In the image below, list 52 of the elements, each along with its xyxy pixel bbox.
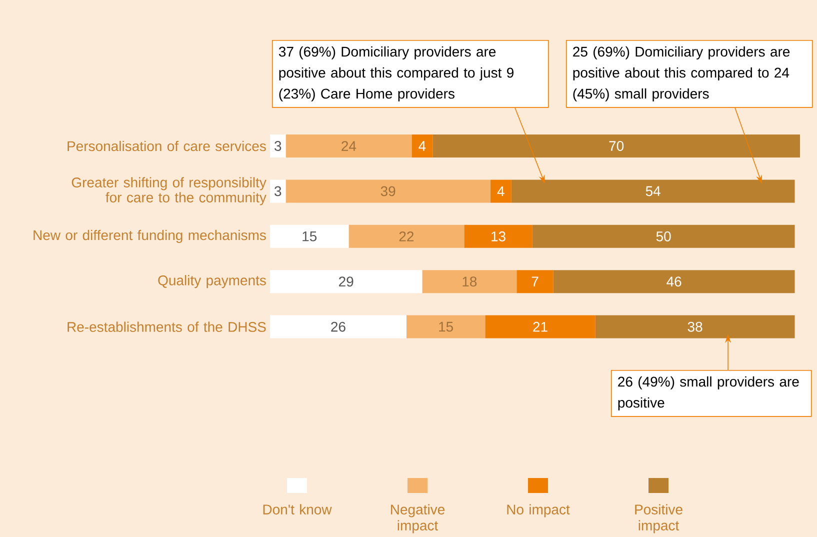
- data-label: 46: [666, 276, 682, 287]
- data-label: 26: [331, 322, 346, 332]
- data-label: 50: [656, 231, 671, 242]
- y-tick-label: Quality payments: [158, 275, 266, 288]
- bar: [406, 315, 486, 338]
- data-label: 29: [339, 276, 354, 287]
- data-label: 54: [646, 186, 660, 196]
- bar: [595, 315, 795, 338]
- legend-label: Negative impact: [391, 504, 445, 534]
- bar: [286, 134, 412, 158]
- data-label: 21: [533, 322, 548, 332]
- bar: [348, 224, 464, 248]
- bar: [422, 270, 517, 294]
- data-label: 4: [418, 141, 426, 151]
- data-label: 13: [492, 231, 506, 242]
- bar: [553, 270, 795, 294]
- data-label: 7: [532, 276, 538, 286]
- data-label: 3: [274, 141, 282, 151]
- legend-label: Don't know: [263, 504, 332, 514]
- bar: [485, 315, 596, 338]
- data-label: 22: [399, 231, 414, 242]
- data-label: 39: [380, 186, 396, 196]
- bar: [286, 180, 490, 203]
- data-label: 38: [688, 322, 702, 332]
- bar: [511, 180, 795, 203]
- bar: [270, 315, 406, 338]
- y-tick-label: Personalisation of care services: [68, 140, 266, 152]
- data-label: 3: [274, 186, 282, 196]
- text: 25 (69%) Domiciliary providers are positive about this compared to 24 (45%) small providers: [573, 46, 790, 102]
- y-tick-label: New or different funding mechanisms: [34, 230, 266, 243]
- bar: [516, 270, 554, 294]
- y-tick-label: Greater shifting of responsibilty for care to the community: [72, 177, 266, 206]
- data-label: 70: [609, 141, 624, 151]
- bar: [490, 180, 512, 203]
- bar: [270, 134, 286, 158]
- bar: [464, 224, 532, 248]
- legend-label: No impact: [507, 504, 570, 518]
- bar: [432, 134, 800, 158]
- bar: [270, 180, 286, 203]
- bar: [270, 270, 422, 294]
- data-label: 24: [342, 141, 356, 151]
- data-label: 15: [439, 322, 453, 332]
- data-label: 15: [302, 232, 317, 242]
- text: 37 (69%) Domiciliary providers are positive about this compared to just 9 (23%) Care Home providers: [278, 46, 514, 102]
- text: 26 (49%) small providers are positive: [618, 376, 799, 410]
- bar: [270, 224, 349, 248]
- legend-label: Positive impact: [635, 504, 682, 534]
- data-label: 18: [462, 276, 477, 287]
- data-label: 4: [497, 186, 504, 196]
- bar: [412, 134, 433, 158]
- bar: [532, 224, 795, 248]
- y-tick-label: Re-establishments of the DHSS: [68, 322, 266, 332]
